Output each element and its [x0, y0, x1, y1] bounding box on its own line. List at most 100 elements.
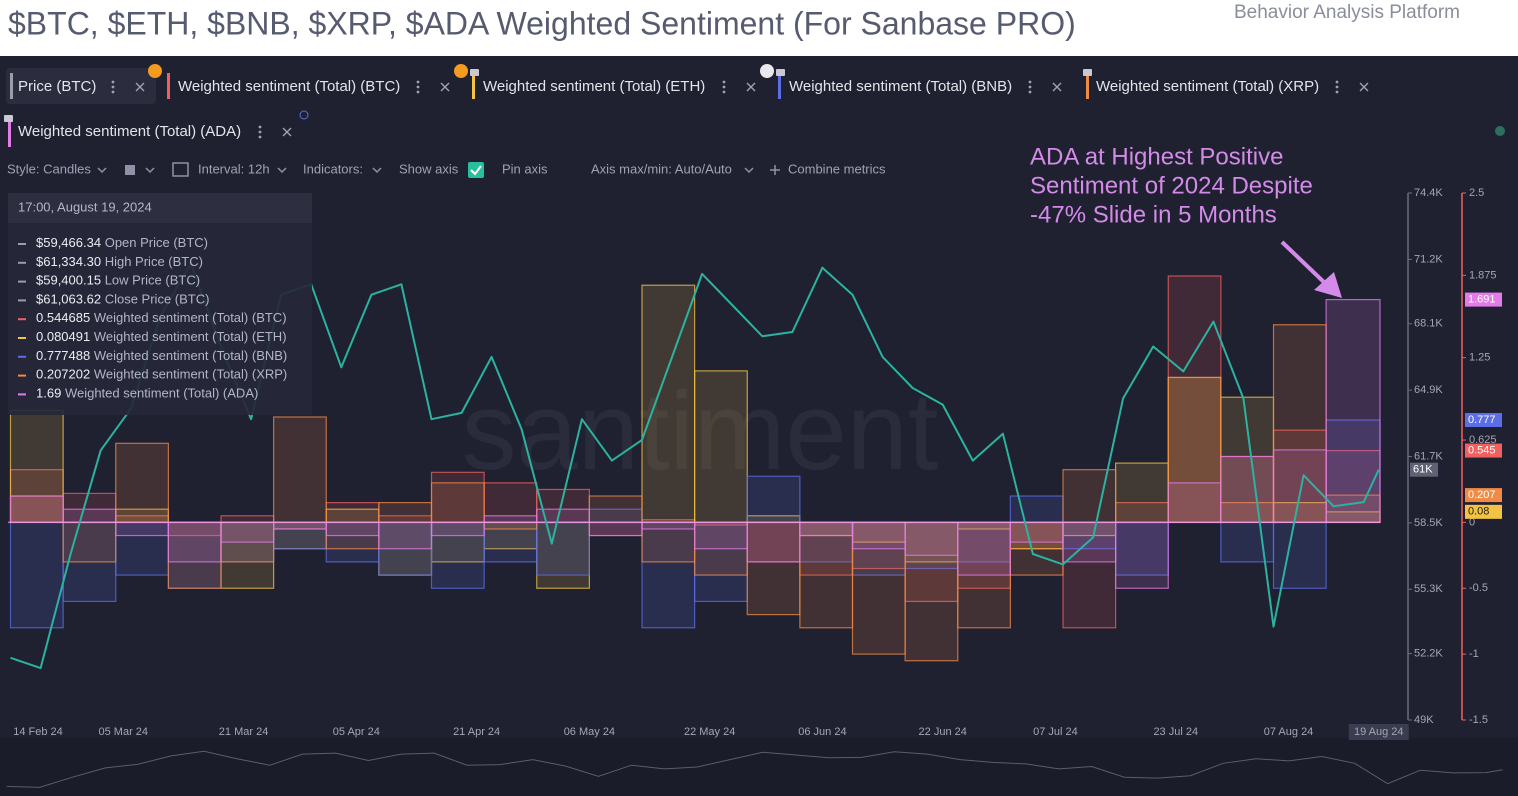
- y-tick-label: 74.4K: [1414, 187, 1443, 199]
- sentiment-step: [273, 521, 327, 550]
- x-tick-highlight: [1348, 724, 1409, 740]
- color-square[interactable]: [125, 165, 135, 175]
- show-axis[interactable]: Show axis: [399, 161, 459, 176]
- tooltip-bg: [8, 193, 312, 415]
- tab-label[interactable]: Weighted sentiment (Total) (BNB): [789, 78, 1012, 95]
- sentiment-step: [430, 482, 485, 523]
- y2-tick-label: -0.5: [1469, 582, 1488, 594]
- close-icon: [135, 82, 145, 92]
- sentiment-step: [167, 521, 222, 589]
- menu-dot: [111, 80, 115, 84]
- dot-icon: [299, 110, 309, 120]
- sentiment-step: [746, 521, 801, 563]
- sentiment-step: [588, 495, 643, 523]
- sentiment-step: [325, 508, 380, 523]
- sentiment-step: [694, 521, 748, 550]
- sentiment-step: [1272, 521, 1327, 589]
- sentiment-step: [273, 416, 327, 523]
- pin-axis[interactable]: Pin axis: [502, 161, 548, 176]
- calendar-icon: [172, 162, 189, 177]
- style-select[interactable]: Style: Candles: [7, 161, 91, 176]
- menu-dot: [258, 135, 262, 139]
- check-mark: [470, 165, 482, 176]
- interval-select[interactable]: Interval: 12h: [198, 161, 270, 176]
- sentiment-step: [220, 521, 275, 543]
- sentiment-step: [1009, 521, 1064, 543]
- tooltip-value: 0.544685: [36, 311, 90, 326]
- axis-range[interactable]: Axis max/min: Auto/Auto: [591, 161, 732, 176]
- menu-dot: [1028, 90, 1032, 94]
- value-badge: 1.691: [1468, 293, 1496, 305]
- sentiment-step: [536, 521, 590, 589]
- chevron: [372, 167, 382, 174]
- x-tick-label: 07 Aug 24: [1264, 726, 1314, 738]
- x-tick-label: 19 Aug 24: [1354, 726, 1404, 738]
- sentiment-step: [536, 521, 590, 576]
- close-icon: [282, 127, 292, 137]
- value-badge-bg: [1465, 488, 1502, 503]
- menu-dot: [1335, 80, 1339, 84]
- sentiment-step: [799, 521, 854, 629]
- menu-dot: [416, 80, 420, 84]
- tab-color: [472, 73, 475, 99]
- navigator-line: [6, 750, 1503, 788]
- checkbox[interactable]: [468, 162, 484, 178]
- sentiment-step: [1115, 521, 1169, 589]
- sentiment-step: [483, 515, 538, 523]
- tooltip-label: Low Price (BTC): [105, 273, 200, 288]
- toolbar: Style: Candles Interval: 12h Indicators:…: [7, 161, 886, 178]
- sentiment-step: [1115, 462, 1169, 523]
- sentiment-step: [483, 521, 538, 530]
- annotation: Sentiment of 2024 Despite: [1030, 172, 1313, 199]
- tooltip-row: $61,063.62 Close Price (BTC): [36, 292, 209, 307]
- tab-label[interactable]: Weighted sentiment (Total) (BTC): [178, 78, 400, 95]
- sentiment-step: [325, 521, 380, 537]
- chevron: [744, 167, 754, 174]
- tooltip-row: $59,466.34 Open Price (BTC): [36, 235, 208, 250]
- tooltip-value: $59,466.34: [36, 235, 101, 250]
- x-tick-label: 23 Jul 24: [1153, 726, 1198, 738]
- menu-dot: [1335, 85, 1339, 89]
- sentiment-step: [746, 475, 801, 523]
- coin-icon: [760, 64, 774, 78]
- tab-label[interactable]: Weighted sentiment (Total) (ETH): [483, 78, 705, 95]
- annotation: -47% Slide in 5 Months: [1030, 201, 1277, 228]
- combine-metrics[interactable]: Combine metrics: [788, 161, 886, 176]
- tooltip-label: Weighted sentiment (Total) (ADA): [65, 386, 258, 401]
- navigator: [0, 738, 1518, 796]
- chevron: [145, 167, 155, 174]
- sentiment-step: [115, 442, 169, 523]
- sentiment-step: [694, 370, 748, 523]
- navigator-marks: [6, 750, 1503, 788]
- tooltip-row: 0.544685 Weighted sentiment (Total) (BTC…: [36, 311, 287, 326]
- sentiment-step: [1167, 482, 1222, 523]
- sentiment-step: [9, 495, 64, 523]
- x-tick-label: 05 Apr 24: [333, 726, 380, 738]
- sentiment-step: [9, 495, 64, 523]
- menu-dot: [1028, 80, 1032, 84]
- tab-bg[interactable]: [6, 68, 156, 104]
- sentiment-step: [851, 521, 906, 570]
- sentiment-step: [378, 502, 433, 523]
- lock-icon: [470, 69, 479, 76]
- tooltip-value: $61,334.30: [36, 254, 101, 269]
- sentiment-step: [220, 515, 275, 523]
- tab-label[interactable]: Weighted sentiment (Total) (XRP): [1096, 78, 1319, 95]
- value-badge: 0.777: [1468, 414, 1496, 426]
- tab-label[interactable]: Price (BTC): [18, 78, 96, 95]
- tab-label[interactable]: Weighted sentiment (Total) (ADA): [18, 123, 241, 140]
- indicators-select[interactable]: Indicators:: [303, 161, 363, 176]
- status-dot: [1495, 126, 1505, 136]
- header-band: [0, 0, 1518, 56]
- tab-icons: [111, 80, 1369, 139]
- annotation-arrowhead: [1314, 272, 1342, 298]
- sentiment-step: [1167, 376, 1222, 523]
- x-tick-label: 21 Mar 24: [219, 726, 269, 738]
- x-tick-label: 14 Feb 24: [13, 726, 63, 738]
- y2-tick-label: -1.5: [1469, 714, 1488, 726]
- y2-tick-label: 0.625: [1469, 434, 1497, 446]
- menu-dot: [1028, 85, 1032, 89]
- sentiment-step: [799, 521, 854, 563]
- menu-dot: [722, 90, 726, 94]
